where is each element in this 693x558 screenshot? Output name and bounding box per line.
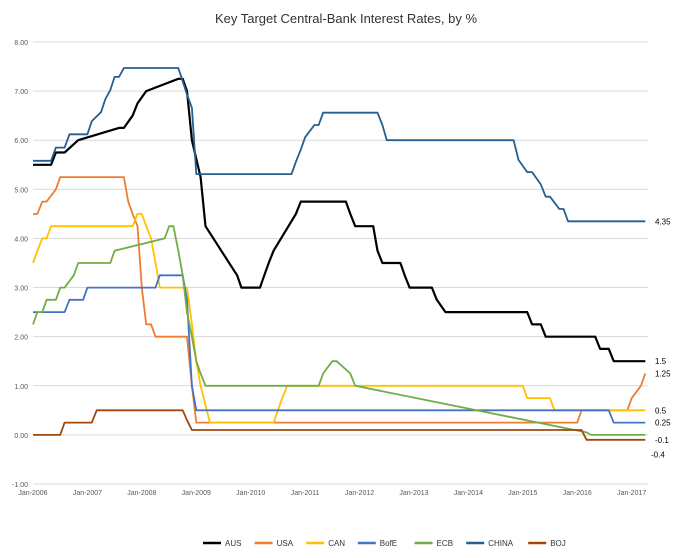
end-label-extra: -0.4 — [651, 451, 665, 460]
x-tick-label: Jan-2011 — [291, 490, 320, 497]
y-tick-label: 6.00 — [14, 138, 28, 145]
end-label-aus: 1.5 — [655, 357, 667, 366]
legend-label: CAN — [328, 539, 345, 548]
series-line-china — [33, 67, 646, 223]
series-line-ecb — [32, 225, 646, 436]
series-lines — [32, 67, 647, 441]
end-label-china: 4.35 — [655, 217, 671, 226]
gridlines — [33, 41, 648, 485]
series-line-boj — [33, 409, 646, 441]
legend: AUS USA CAN BofE ECB CHINA BOJ — [203, 539, 566, 548]
series-line-bofe — [33, 274, 646, 424]
end-label-bofe: 0.25 — [655, 419, 671, 428]
y-tick-label: 7.00 — [14, 89, 28, 96]
x-tick-label: Jan-2012 — [345, 490, 374, 497]
series-line-aus — [33, 77, 646, 363]
x-tick-label: Jan-2016 — [563, 490, 592, 497]
legend-label: USA — [277, 539, 294, 548]
legend-label: ECB — [437, 539, 453, 548]
y-tick-label: -1.00 — [12, 482, 28, 489]
legend-label: BofE — [380, 539, 397, 548]
y-tick-label: 2.00 — [14, 335, 28, 342]
x-tick-label: Jan-2017 — [617, 490, 646, 497]
series-line-can — [32, 212, 646, 424]
x-tick-label: Jan-2013 — [399, 490, 428, 497]
y-tick-label: 1.00 — [14, 384, 28, 391]
end-label-can: 0.5 — [655, 406, 667, 415]
x-tick-label: Jan-2014 — [454, 490, 483, 497]
y-tick-label: 4.00 — [14, 236, 28, 243]
end-label-boj: -0.1 — [655, 436, 669, 445]
y-tick-label: 5.00 — [14, 187, 28, 194]
x-tick-label: Jan-2015 — [508, 490, 537, 497]
x-tick-label: Jan-2010 — [236, 490, 265, 497]
x-tick-label: Jan-2008 — [127, 490, 156, 497]
x-tick-label: Jan-2006 — [18, 490, 47, 497]
x-tick-label: Jan-2009 — [182, 490, 211, 497]
legend-label: AUS — [225, 539, 241, 548]
chart-title: Key Target Central-Bank Interest Rates, … — [215, 11, 477, 26]
end-labels: 1.5 1.25 0.5 0.25 4.35 -0.1 -0.4 — [651, 217, 671, 459]
y-tick-label: 8.00 — [14, 40, 28, 47]
legend-label: BOJ — [550, 539, 566, 548]
y-tick-label: 3.00 — [14, 286, 28, 293]
x-tick-label: Jan-2007 — [73, 490, 102, 497]
legend-label: CHINA — [488, 539, 514, 548]
end-label-usa: 1.25 — [655, 370, 671, 379]
y-axis: 8.00 7.00 6.00 5.00 4.00 3.00 2.00 1.00 0.00 -1.0… — [12, 40, 28, 489]
y-tick-label: 0.00 — [14, 433, 28, 440]
x-axis: Jan-2006 Jan-2007 Jan-2008 Jan-2009 Jan-2010… — [18, 490, 646, 497]
